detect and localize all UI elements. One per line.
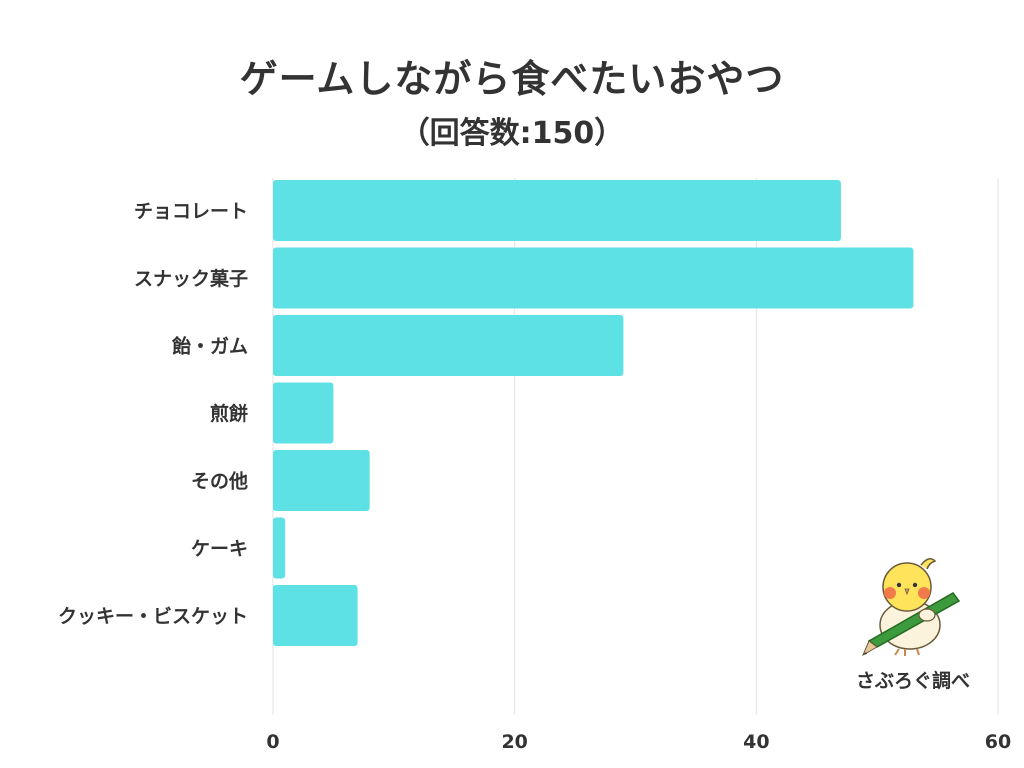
category-label: その他 xyxy=(191,470,248,493)
chart-subtitle: （回答数:150） xyxy=(399,116,625,151)
bar xyxy=(273,450,370,511)
x-tick-label: 0 xyxy=(266,731,279,753)
bar xyxy=(273,315,624,376)
credit-label: さぶろぐ調べ xyxy=(855,670,970,692)
x-tick-label: 60 xyxy=(985,731,1011,753)
chart-title: ゲームしながら食べたいおやつ xyxy=(239,57,785,101)
bars xyxy=(273,180,914,646)
bar xyxy=(273,382,334,444)
bar xyxy=(273,247,914,309)
x-tick-labels: 0 20 40 60 xyxy=(266,731,1011,753)
x-tick-label: 20 xyxy=(501,731,527,753)
bar xyxy=(273,585,358,646)
x-tick-label: 40 xyxy=(743,731,769,753)
category-label: クッキー・ビスケット xyxy=(58,606,248,628)
bar xyxy=(273,517,286,579)
bar xyxy=(273,180,841,241)
category-label: 飴・ガム xyxy=(171,335,248,358)
category-label: 煎餅 xyxy=(210,402,248,425)
bird-mascot-icon xyxy=(861,558,961,657)
category-label: ケーキ xyxy=(191,538,248,560)
category-label: チョコレート xyxy=(134,201,248,223)
category-label: スナック菓子 xyxy=(134,267,248,290)
